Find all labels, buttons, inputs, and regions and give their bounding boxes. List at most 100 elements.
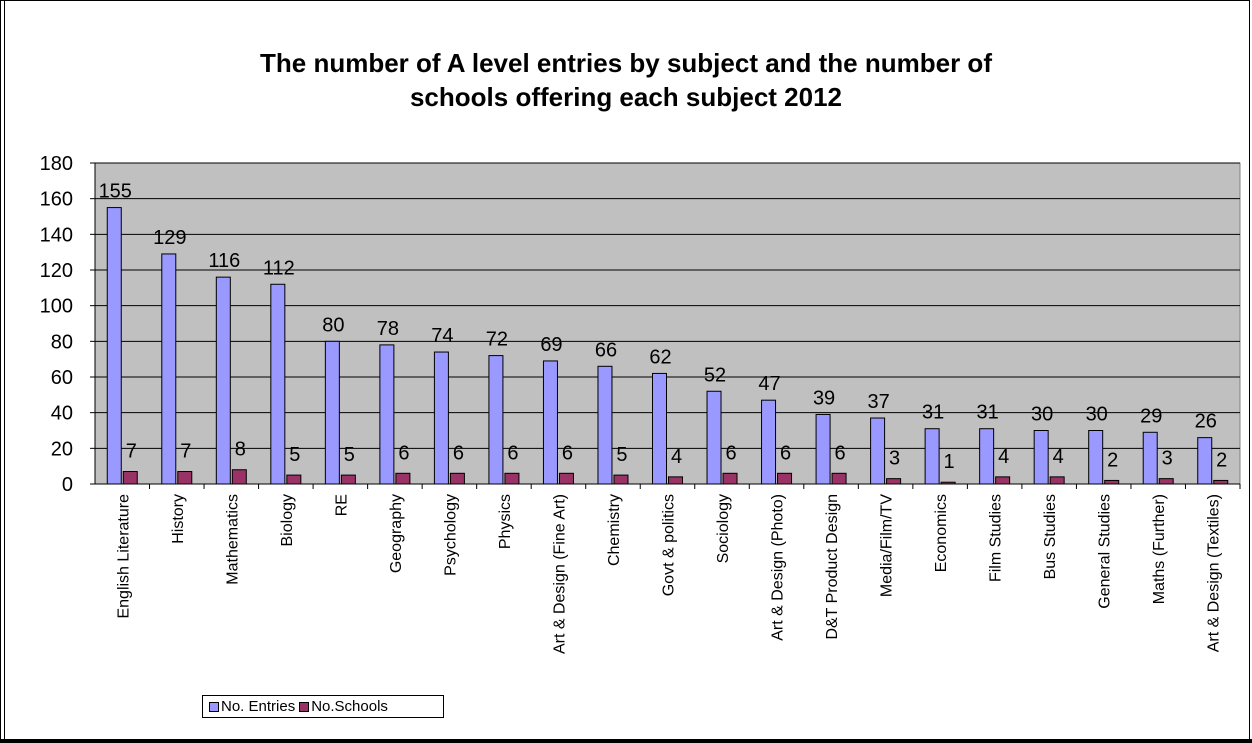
bar-entries	[1033, 430, 1049, 485]
plot-area	[94, 162, 1241, 485]
data-label-schools: 5	[289, 444, 300, 466]
data-label-schools: 6	[398, 442, 409, 464]
data-label-entries: 155	[99, 181, 132, 203]
legend-item-schools: No.Schools	[299, 698, 388, 715]
data-label-entries: 62	[649, 346, 671, 368]
bar-entries	[706, 390, 722, 485]
data-label-entries: 37	[867, 391, 889, 413]
data-label-schools: 6	[562, 442, 573, 464]
data-label-entries: 30	[1031, 404, 1053, 426]
x-category-label: Bus Studies	[1042, 494, 1059, 579]
legend-label-entries: No. Entries	[221, 698, 296, 715]
y-tick-label: 60	[51, 367, 73, 389]
bar-entries	[270, 283, 286, 485]
y-tick-label: 160	[40, 189, 73, 211]
data-label-schools: 6	[835, 442, 846, 464]
legend-item-entries: No. Entries	[209, 698, 295, 715]
bar-entries	[106, 207, 122, 485]
data-label-entries: 112	[263, 257, 295, 279]
x-category-label: Govt & politics	[661, 494, 678, 596]
y-tick-label: 20	[51, 438, 73, 460]
bar-entries	[979, 428, 995, 485]
bar-entries	[542, 360, 558, 485]
bar-schools	[122, 471, 138, 485]
legend-label-schools: No.Schools	[311, 698, 388, 715]
y-tick-label: 120	[40, 260, 73, 282]
bar-entries	[652, 372, 667, 485]
x-category-label: Biology	[279, 494, 296, 546]
x-category-label: D&T Product Design	[824, 494, 841, 640]
bar-schools	[831, 472, 847, 485]
data-label-schools: 6	[507, 442, 518, 464]
data-label-schools: 4	[1053, 446, 1064, 468]
data-label-schools: 4	[998, 446, 1009, 468]
data-label-schools: 5	[344, 444, 355, 466]
bar-schools	[449, 472, 465, 485]
bar-schools	[177, 471, 193, 485]
bar-schools	[340, 474, 356, 485]
data-label-schools: 3	[889, 448, 900, 470]
data-label-schools: 1	[944, 451, 955, 473]
bar-entries	[433, 351, 449, 485]
bar-schools	[286, 474, 302, 485]
x-category-label: Sociology	[715, 494, 732, 563]
bar-entries	[324, 340, 340, 485]
data-label-schools: 4	[671, 446, 682, 468]
data-label-schools: 3	[1162, 448, 1173, 470]
x-category-label: Geography	[388, 494, 405, 573]
x-category-label: Art & Design (Fine Art)	[551, 494, 568, 654]
x-category-label: Media/Film/TV	[879, 494, 896, 597]
data-label-schools: 7	[180, 441, 191, 463]
chart-legend: No. Entries No.Schools	[202, 695, 444, 718]
data-label-entries: 116	[208, 250, 240, 272]
bar-schools	[995, 476, 1011, 485]
bar-schools	[395, 472, 411, 485]
data-label-schools: 2	[1107, 449, 1118, 471]
bar-entries	[379, 344, 395, 485]
data-label-entries: 129	[153, 227, 186, 249]
data-label-entries: 69	[540, 334, 562, 356]
x-category-label: Maths (Further)	[1151, 494, 1168, 604]
legend-swatch-schools	[299, 701, 310, 712]
bar-schools	[1104, 479, 1120, 485]
x-category-label: Physics	[497, 494, 514, 549]
data-label-schools: 6	[780, 442, 791, 464]
chart-title-line-1: The number of A level entries by subject…	[260, 48, 992, 78]
data-label-entries: 80	[322, 314, 344, 336]
y-tick-label: 140	[40, 224, 73, 246]
data-label-schools: 6	[453, 442, 464, 464]
data-label-entries: 31	[922, 402, 944, 424]
y-tick-label: 0	[62, 474, 73, 496]
bar-entries	[1197, 437, 1213, 485]
frame-bottom-line	[0, 739, 1252, 743]
y-tick-label: 100	[40, 296, 73, 318]
x-category-label: History	[170, 494, 187, 544]
data-label-schools: 2	[1216, 449, 1227, 471]
x-category-label: Mathematics	[224, 494, 241, 585]
x-category-label: Art & Design (Photo)	[770, 494, 787, 641]
bar-entries	[924, 428, 940, 485]
bar-schools	[940, 481, 956, 485]
chart-title: The number of A level entries by subject…	[0, 46, 1252, 114]
chart-title-line-2: schools offering each subject 2012	[409, 82, 843, 112]
frame-inner-line	[4, 0, 5, 741]
data-label-schools: 7	[126, 441, 137, 463]
x-category-label: General Studies	[1097, 494, 1114, 609]
x-category-label: RE	[333, 494, 350, 516]
data-label-entries: 52	[704, 364, 726, 386]
legend-swatch-entries	[209, 701, 219, 712]
bar-entries	[215, 276, 231, 485]
data-label-entries: 72	[486, 329, 508, 351]
data-label-entries: 74	[431, 325, 453, 347]
bar-entries	[1142, 431, 1158, 485]
x-category-label: Film Studies	[988, 494, 1005, 582]
bar-schools	[1158, 478, 1174, 485]
data-label-entries: 26	[1195, 411, 1217, 433]
data-label-entries: 39	[813, 387, 835, 409]
bar-schools	[886, 478, 902, 485]
data-label-entries: 66	[595, 339, 617, 361]
data-label-entries: 31	[977, 402, 999, 424]
bar-entries	[161, 253, 177, 485]
bar-entries	[488, 355, 504, 485]
